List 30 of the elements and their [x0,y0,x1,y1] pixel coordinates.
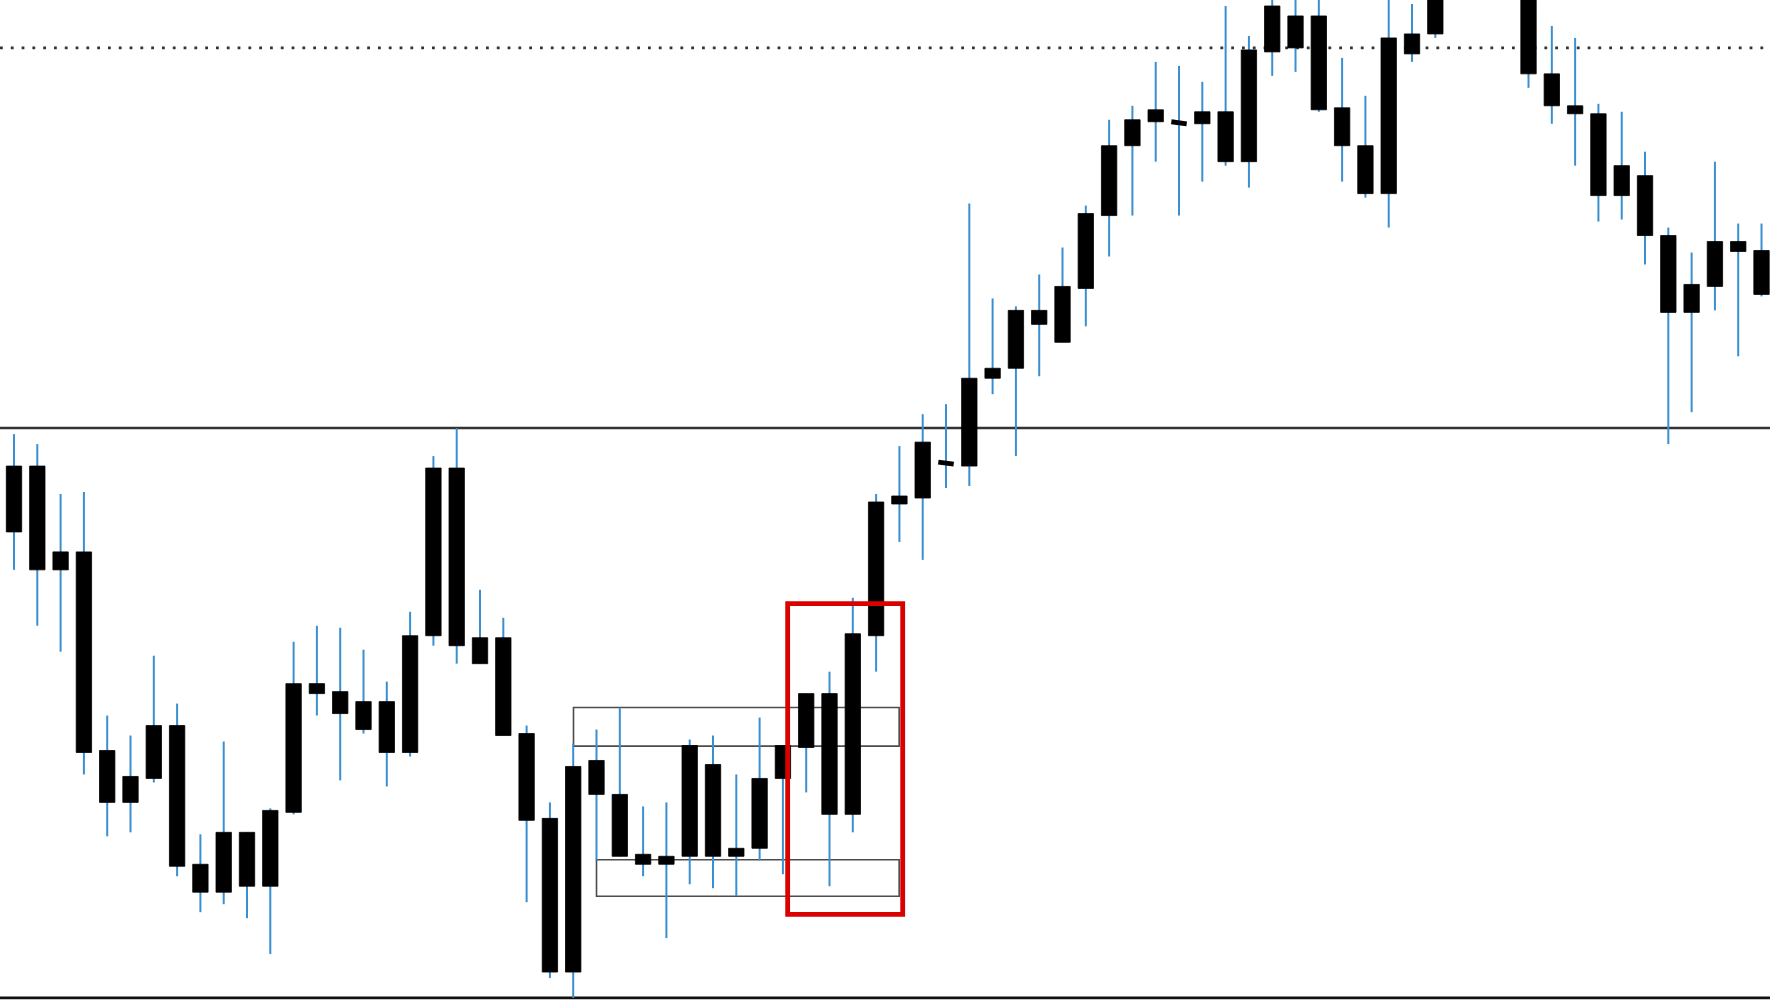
candlestick [471,589,489,665]
candlestick [1543,25,1560,126]
candlestick [355,648,372,735]
candlestick [1357,95,1374,199]
candlestick [1706,160,1724,312]
candlestick [728,773,745,898]
candlestick [122,734,139,834]
candlestick [1683,251,1700,414]
candlestick [1194,81,1211,183]
candlestick [1031,273,1048,378]
candlestick [192,833,209,914]
candlestick [588,728,605,862]
candlestick [1124,105,1141,217]
candlestick [891,445,908,544]
candlestick [1147,61,1164,163]
candlestick [635,805,652,878]
candlestick [52,493,69,653]
candlestick [658,801,675,940]
candlestick [332,627,349,782]
candlestick [1613,111,1630,221]
candlestick [984,297,1001,396]
candlestick [308,625,325,717]
candlestick [1264,0,1281,78]
candlestick [1427,0,1444,40]
candlestick [1753,222,1770,298]
candlestick [1730,222,1747,358]
candlestick [1334,57,1351,183]
candlestick [1403,3,1421,64]
candlestick [1567,37,1584,167]
candlestick [1287,0,1304,74]
